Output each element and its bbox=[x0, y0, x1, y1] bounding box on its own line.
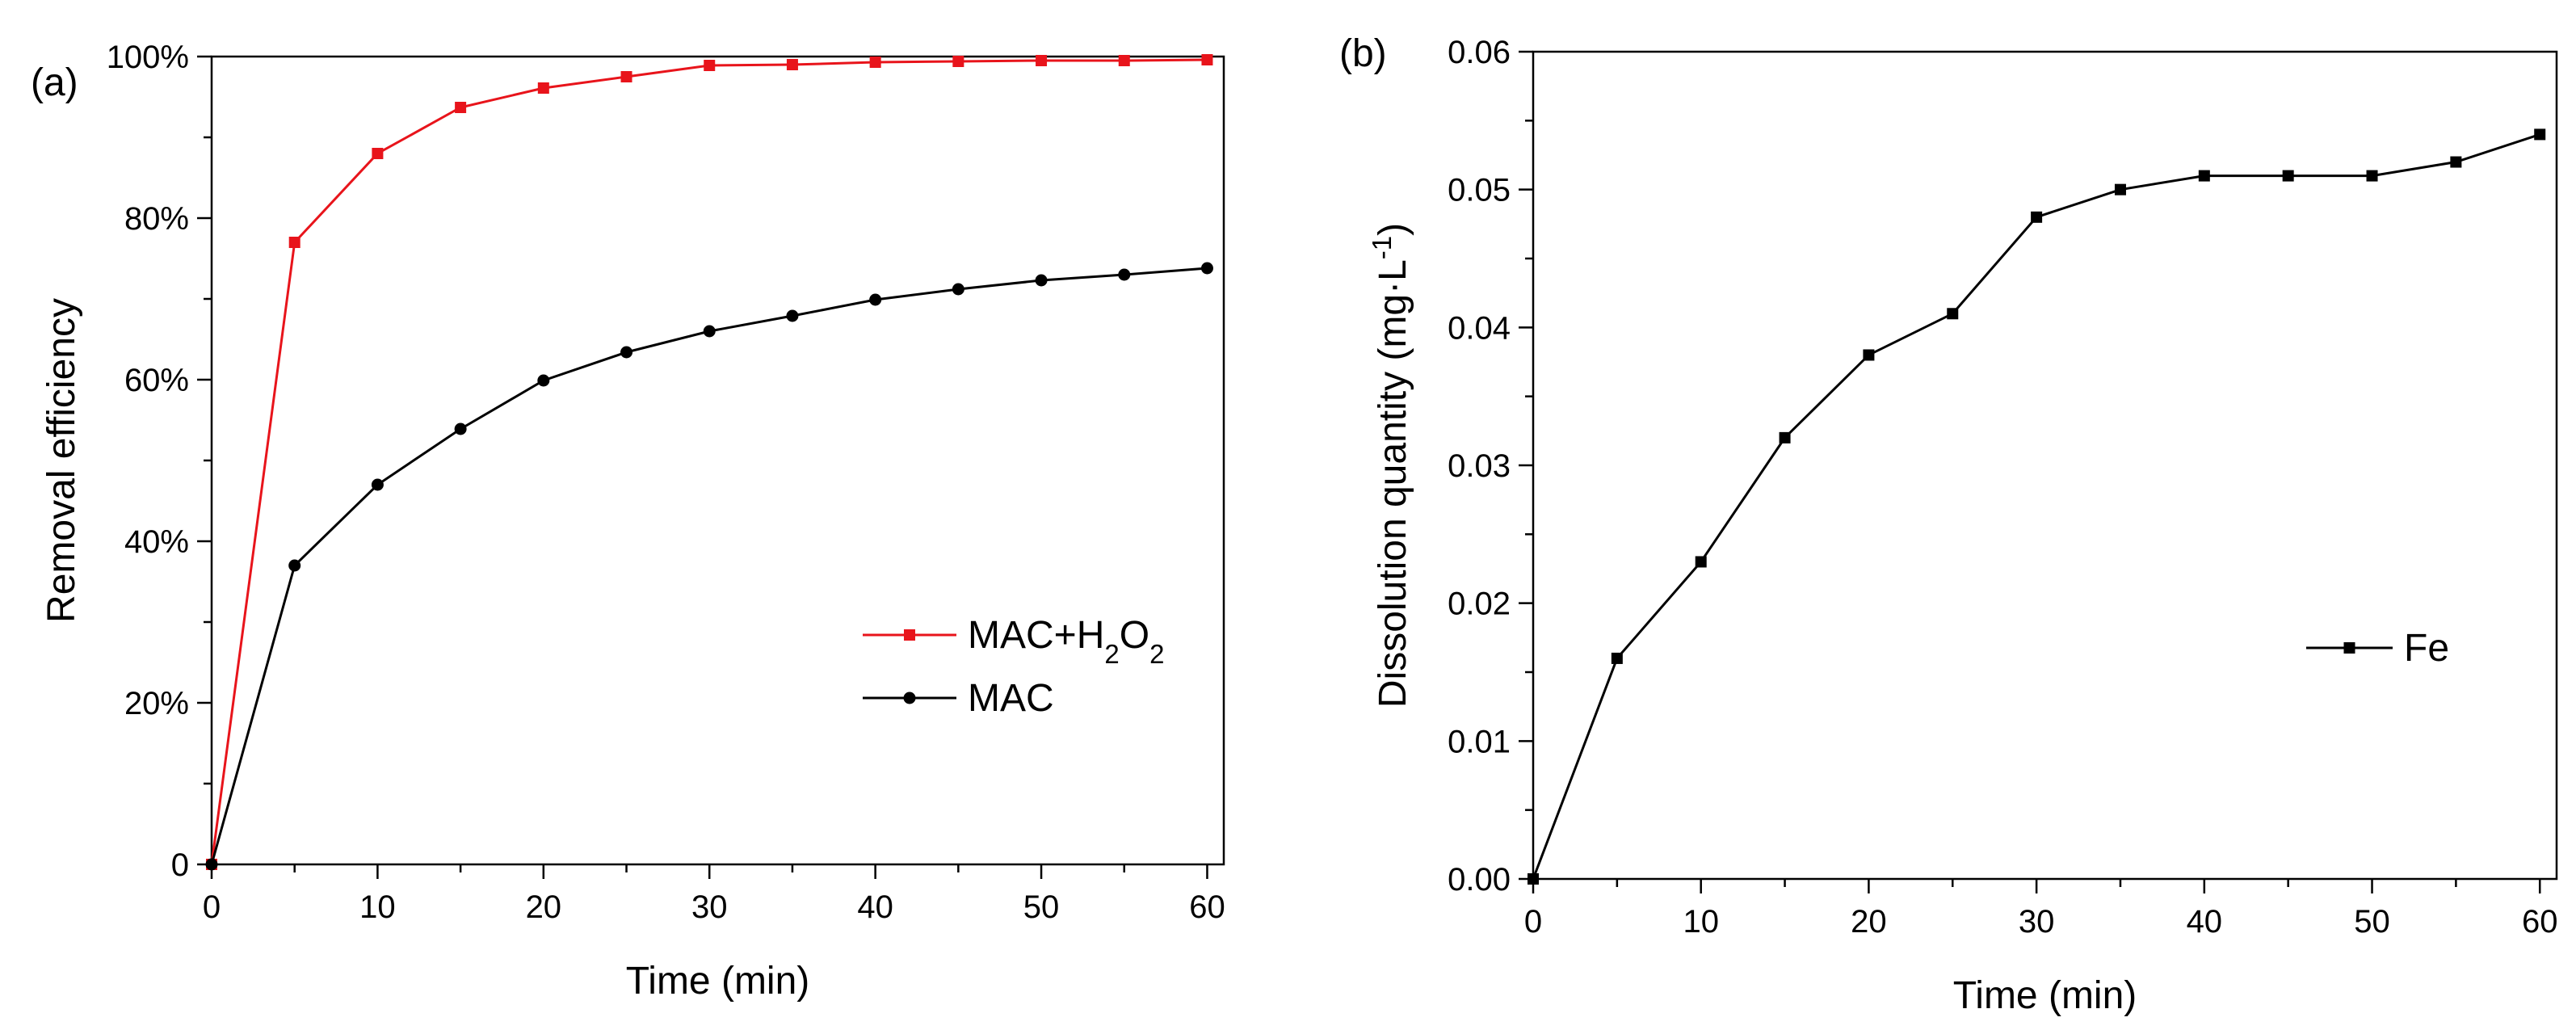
data-point bbox=[2534, 128, 2546, 141]
x-tick-label: 40 bbox=[857, 889, 893, 925]
data-point bbox=[455, 102, 467, 113]
x-tick-label: 10 bbox=[359, 889, 396, 925]
data-point bbox=[786, 59, 798, 70]
series-line-fe bbox=[1532, 132, 2540, 880]
legend-label: Fe bbox=[2404, 627, 2449, 670]
plot-frame bbox=[1532, 50, 2558, 881]
data-point bbox=[454, 423, 467, 435]
data-point bbox=[1947, 308, 1959, 320]
y-tick-label: 0.00 bbox=[1448, 862, 1511, 898]
series-line-mac-h2o2 bbox=[210, 58, 1208, 865]
panel-label: (b) bbox=[1339, 32, 1387, 75]
data-point bbox=[1035, 274, 1048, 287]
data-point bbox=[288, 237, 300, 248]
data-point bbox=[2282, 170, 2294, 182]
legend-label: MAC+H2O2 bbox=[968, 614, 1164, 669]
legend-marker bbox=[2343, 642, 2355, 654]
data-point bbox=[288, 559, 301, 572]
x-tick-label: 60 bbox=[1189, 889, 1225, 925]
data-point bbox=[2031, 211, 2043, 223]
y-tick-label: 100% bbox=[107, 40, 189, 75]
x-tick-label: 30 bbox=[691, 889, 728, 925]
data-point bbox=[1611, 652, 1623, 664]
x-tick-label: 20 bbox=[526, 889, 562, 925]
y-axis-title: Removal efficiency bbox=[40, 298, 83, 623]
data-point bbox=[1200, 262, 1213, 275]
data-point bbox=[1863, 349, 1875, 361]
data-point bbox=[2198, 170, 2210, 182]
data-point bbox=[952, 283, 964, 296]
x-tick-label: 0 bbox=[1524, 904, 1542, 940]
plot-frame bbox=[210, 55, 1225, 866]
data-point bbox=[2114, 183, 2126, 195]
data-point bbox=[1779, 431, 1791, 444]
y-tick-label: 20% bbox=[124, 686, 189, 721]
x-tick-label: 10 bbox=[1683, 904, 1719, 940]
legend-marker bbox=[904, 629, 915, 641]
data-point bbox=[372, 148, 384, 159]
x-tick-label: 50 bbox=[2354, 904, 2390, 940]
y-tick-label: 0.02 bbox=[1448, 586, 1511, 622]
x-tick-label: 20 bbox=[1851, 904, 1887, 940]
data-point bbox=[704, 60, 716, 71]
data-point bbox=[1118, 268, 1131, 281]
y-tick-label: 0 bbox=[171, 847, 189, 883]
y-tick-label: 0.05 bbox=[1448, 173, 1511, 208]
data-point bbox=[786, 309, 799, 322]
y-axis-title: Dissolution quantity (mg·L-1) bbox=[1367, 223, 1415, 708]
x-tick-label: 60 bbox=[2522, 904, 2558, 940]
data-point bbox=[952, 56, 964, 67]
legend-label: MAC bbox=[968, 677, 1054, 720]
data-point bbox=[2450, 156, 2462, 168]
x-tick-label: 50 bbox=[1023, 889, 1060, 925]
legend-marker bbox=[903, 692, 916, 704]
y-tick-label: 0.01 bbox=[1448, 724, 1511, 759]
data-point bbox=[1118, 55, 1130, 66]
data-point bbox=[620, 346, 633, 359]
x-tick-label: 0 bbox=[203, 889, 221, 925]
chart-panel-b: 0 10 20 30 40 50 60 0.00 0.01 0.02 0.03 0.04 0.05 0.0… bbox=[1339, 32, 2557, 1017]
data-point bbox=[1528, 873, 1539, 885]
y-tick-label: 0.04 bbox=[1448, 310, 1511, 346]
data-point bbox=[2366, 170, 2378, 182]
y-tick-label: 60% bbox=[124, 363, 189, 398]
x-axis-title: Time (min) bbox=[1953, 974, 2137, 1017]
data-point bbox=[869, 293, 882, 306]
data-point bbox=[869, 57, 881, 68]
data-point bbox=[1036, 55, 1048, 66]
y-tick-label: 40% bbox=[124, 524, 189, 560]
y-tick-label: 0.06 bbox=[1448, 35, 1511, 70]
data-point bbox=[1201, 54, 1213, 65]
y-tick-label: 0.03 bbox=[1448, 448, 1511, 484]
data-point bbox=[371, 478, 384, 491]
series-line-mac bbox=[210, 267, 1208, 865]
data-point bbox=[537, 82, 549, 94]
data-point bbox=[205, 858, 218, 871]
x-tick-label: 30 bbox=[2019, 904, 2055, 940]
x-axis-title: Time (min) bbox=[626, 960, 810, 1003]
x-tick-label: 40 bbox=[2187, 904, 2223, 940]
y-tick-label: 80% bbox=[124, 201, 189, 237]
data-point bbox=[537, 374, 550, 387]
chart-panel-a: 0 10 20 30 40 50 60 0 20% 40% 60% 80% 100% Time (min)… bbox=[31, 40, 1225, 1003]
data-point bbox=[620, 71, 632, 82]
data-point bbox=[1695, 556, 1707, 568]
panel-label: (a) bbox=[31, 61, 78, 104]
data-point bbox=[703, 325, 716, 338]
